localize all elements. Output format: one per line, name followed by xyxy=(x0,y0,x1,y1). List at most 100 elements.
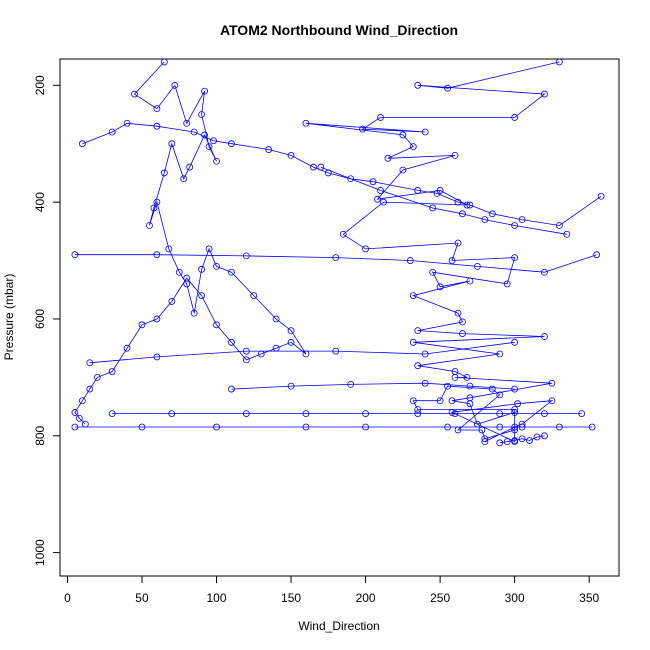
data-point xyxy=(533,433,541,441)
data-point xyxy=(302,410,310,417)
data-point xyxy=(459,318,466,326)
data-point xyxy=(511,338,519,346)
data-point xyxy=(150,204,158,212)
data-point xyxy=(466,201,474,209)
data-point xyxy=(332,254,340,262)
x-tick-label: 0 xyxy=(64,591,71,605)
series-line xyxy=(74,254,597,273)
data-point xyxy=(541,90,548,98)
data-point xyxy=(459,210,466,218)
data-point xyxy=(541,268,548,276)
data-point xyxy=(362,410,369,417)
x-tick-label: 150 xyxy=(281,591,301,605)
data-point xyxy=(310,163,317,171)
data-point xyxy=(414,406,422,413)
y-axis-label: Pressure (mbar) xyxy=(2,274,16,361)
data-point xyxy=(168,410,176,417)
data-point xyxy=(369,178,377,186)
x-axis-label: Wind_Direction xyxy=(298,619,379,633)
series-layer xyxy=(71,58,605,447)
data-point xyxy=(448,397,456,405)
data-point xyxy=(421,128,429,136)
data-point xyxy=(448,409,456,416)
y-tick-label: 1000 xyxy=(33,539,47,566)
data-point xyxy=(436,283,444,291)
data-point xyxy=(210,137,217,145)
data-point xyxy=(198,292,206,299)
data-point xyxy=(433,189,441,197)
y-tick-label: 800 xyxy=(33,425,47,445)
data-point xyxy=(146,222,153,229)
data-point xyxy=(377,114,384,121)
series-line xyxy=(320,166,567,235)
data-point xyxy=(511,385,519,393)
data-point xyxy=(459,330,466,337)
data-point xyxy=(496,410,504,417)
data-point xyxy=(75,414,83,422)
data-point xyxy=(488,385,496,393)
data-point xyxy=(466,400,474,408)
data-point xyxy=(93,373,101,381)
data-point xyxy=(242,356,250,364)
data-point xyxy=(444,84,451,92)
series-line xyxy=(499,435,545,444)
plot-area xyxy=(59,58,620,577)
data-point xyxy=(448,257,456,264)
data-point xyxy=(168,140,176,148)
data-point xyxy=(201,87,208,95)
data-point xyxy=(511,406,519,413)
data-point xyxy=(86,359,94,367)
x-tick-label: 250 xyxy=(430,591,450,605)
data-point xyxy=(399,166,407,174)
series-line xyxy=(305,61,560,443)
data-point xyxy=(555,423,563,431)
data-point xyxy=(421,350,429,358)
data-point xyxy=(511,254,519,262)
data-point xyxy=(548,397,556,405)
data-point xyxy=(359,125,367,133)
data-point xyxy=(421,379,429,387)
data-point xyxy=(213,262,220,270)
data-point xyxy=(168,298,176,305)
series-line xyxy=(89,341,515,364)
data-point xyxy=(414,327,422,335)
data-point xyxy=(332,347,340,355)
data-point xyxy=(380,198,387,206)
data-point xyxy=(362,423,369,431)
data-point xyxy=(496,350,504,358)
data-point xyxy=(302,423,310,431)
data-point xyxy=(190,309,198,317)
data-point xyxy=(138,423,146,431)
data-point xyxy=(347,380,355,388)
data-point xyxy=(108,128,116,136)
data-point xyxy=(451,410,459,417)
data-point xyxy=(511,114,519,121)
data-point xyxy=(287,382,295,390)
data-point xyxy=(205,245,213,253)
data-point xyxy=(160,58,168,66)
data-point xyxy=(213,157,220,165)
data-point xyxy=(78,397,86,405)
data-point xyxy=(153,198,161,206)
y-tick-label: 200 xyxy=(33,75,47,95)
data-point xyxy=(593,251,601,259)
plot-frame xyxy=(59,58,620,577)
data-point xyxy=(409,292,417,299)
data-point xyxy=(71,423,79,431)
data-point xyxy=(451,151,459,159)
data-point xyxy=(153,105,161,113)
data-point xyxy=(466,277,474,285)
data-point xyxy=(190,128,198,136)
y-tick-label: 400 xyxy=(33,192,47,212)
data-point xyxy=(488,210,496,218)
data-point xyxy=(451,373,459,381)
y-axis: 200 400 600 800 1000 xyxy=(33,75,61,566)
data-point xyxy=(518,423,526,431)
data-point xyxy=(414,362,422,370)
data-point xyxy=(228,268,235,276)
data-point xyxy=(175,268,183,276)
data-point xyxy=(481,438,489,446)
data-point xyxy=(444,382,451,390)
data-point xyxy=(511,222,519,229)
